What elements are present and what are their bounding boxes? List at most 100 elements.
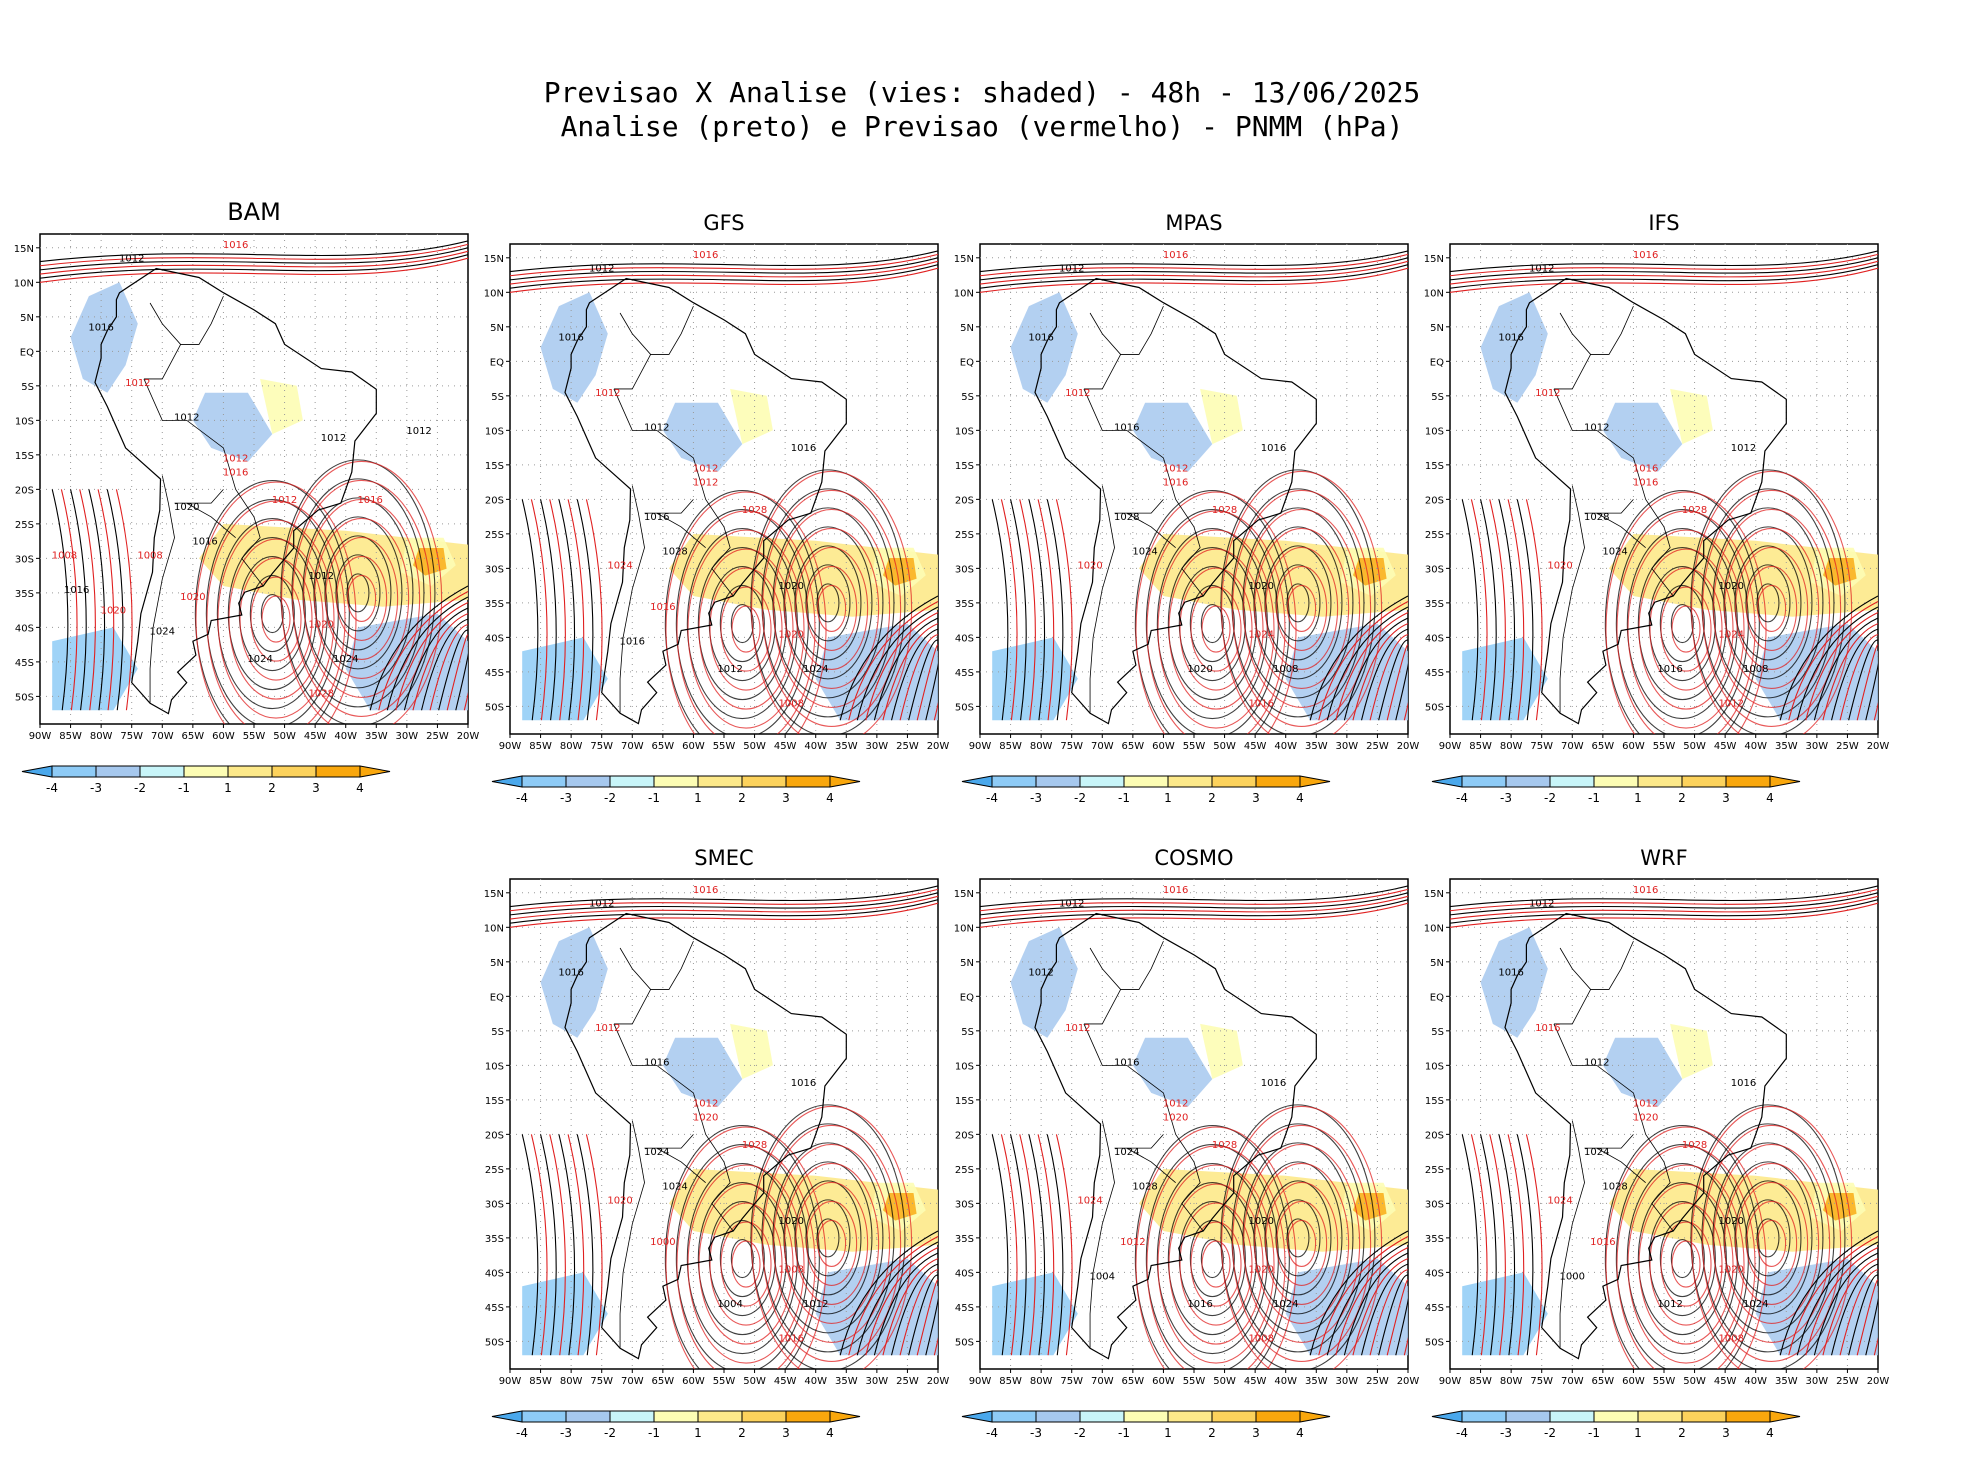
lat-label: 45S (15, 658, 34, 669)
isobar-label: 1016 (223, 468, 248, 479)
axis-labels: 15N 10N 5N EQ 5S 10S 15S 20S 25S 30S 35S 40S 45S 50S 9… (954, 254, 1420, 752)
isobar-label: 1020 (1249, 1216, 1274, 1227)
coastline (564, 277, 847, 725)
lat-label: EQ (490, 357, 504, 368)
isobar-label: 1012 (595, 1023, 620, 1034)
lon-label: 75W (1530, 1376, 1553, 1387)
lat-label: 45S (485, 668, 504, 679)
isobar-label: 1016 (1114, 1057, 1139, 1068)
lat-label: 35S (955, 599, 974, 610)
lat-label: 45S (955, 668, 974, 679)
lon-label: 35W (835, 1376, 858, 1387)
lat-label: 25S (15, 520, 34, 531)
lon-label: 80W (560, 741, 583, 752)
lon-label: 85W (529, 1376, 552, 1387)
colorbar-label: 4 (826, 791, 834, 805)
colorbar-label: 2 (738, 1426, 746, 1440)
lon-label: 70W (151, 731, 174, 742)
lat-label: EQ (1430, 992, 1444, 1003)
panel-title: GFS (703, 211, 744, 235)
isobar-label: 1028 (1212, 505, 1237, 516)
lat-label: 50S (955, 702, 974, 713)
lat-label: 30S (955, 564, 974, 575)
panel-smec: SMEC 1012 1016 1016 1012 1016 1012 1016 1020 1024… (470, 835, 950, 1475)
colorbar-label: -3 (1500, 791, 1512, 805)
lon-label: 20W (457, 731, 480, 742)
lon-label: 40W (1744, 1376, 1767, 1387)
lat-label: 50S (485, 1337, 504, 1348)
lon-label: 25W (896, 741, 919, 752)
lat-label: 50S (15, 692, 34, 703)
isobar-label: 1024 (803, 664, 828, 675)
isobar-label: 1024 (1249, 629, 1274, 640)
colorbar-label: 2 (1208, 1426, 1216, 1440)
colorbar-label: 4 (826, 1426, 834, 1440)
lat-label: 5N (1430, 323, 1444, 334)
isobar-label: 1024 (1114, 1147, 1139, 1158)
lat-label: 10S (485, 1061, 504, 1072)
isobar-labels: 1012 1016 1016 1012 1016 1012 1016 1020 1024 1028… (558, 885, 828, 1345)
colorbar-label: -2 (604, 791, 616, 805)
lon-label: 70W (1091, 1376, 1114, 1387)
colorbar-label: 1 (1164, 1426, 1172, 1440)
lon-label: 25W (896, 1376, 919, 1387)
colorbar-label: 2 (1678, 791, 1686, 805)
lat-label: 15N (1424, 254, 1444, 265)
lat-label: 45S (955, 1303, 974, 1314)
lon-label: 20W (1867, 741, 1890, 752)
colorbar-label: -4 (1456, 791, 1468, 805)
lat-label: 10N (954, 288, 974, 299)
lat-label: 15S (485, 461, 504, 472)
isobar-label: 1028 (1682, 505, 1707, 516)
isobar-label: 1024 (1132, 547, 1157, 558)
colorbar-label: 4 (1296, 791, 1304, 805)
isobar-label: 1024 (1547, 1195, 1572, 1206)
lon-label: 60W (1622, 741, 1645, 752)
lon-label: 90W (969, 741, 992, 752)
colorbar-label: -1 (178, 781, 190, 795)
lat-label: 30S (1425, 564, 1444, 575)
isobar-label: 1016 (1498, 333, 1523, 344)
isobar-labels: 1012 1016 1012 1012 1016 1012 1016 1020 1024 1028… (1028, 885, 1298, 1345)
lon-label: 50W (273, 731, 296, 742)
lon-label: 50W (1683, 741, 1706, 752)
lon-label: 45W (774, 741, 797, 752)
isobar-label: 1012 (1529, 899, 1554, 910)
lat-label: 45S (1425, 1303, 1444, 1314)
isobar-label: 1020 (1249, 581, 1274, 592)
lon-label: 75W (590, 741, 613, 752)
colorbar: -4 -3 -2 -1 1 2 3 4 (1431, 775, 1801, 805)
colorbar-label: -4 (46, 781, 58, 795)
colorbar-label: 3 (782, 791, 790, 805)
colorbar-label: -3 (1030, 1426, 1042, 1440)
isobar-label: 1012 (693, 478, 718, 489)
lon-label: 25W (1836, 1376, 1859, 1387)
colorbar-label: -4 (986, 791, 998, 805)
lon-label: 75W (1060, 1376, 1083, 1387)
colorbar-label: -2 (1074, 1426, 1086, 1440)
lat-label: 20S (955, 495, 974, 506)
isobar-label: 1000 (1560, 1271, 1585, 1282)
lon-label: 20W (927, 1376, 950, 1387)
isobar-label: 1012 (595, 388, 620, 399)
lon-label: 20W (1397, 741, 1420, 752)
colorbar-label: -2 (1544, 791, 1556, 805)
isobars (510, 885, 938, 1369)
lon-label: 30W (1806, 741, 1829, 752)
isobar-label: 1016 (693, 885, 718, 896)
coastline (1034, 277, 1317, 725)
isobar-label: 1024 (1077, 1195, 1102, 1206)
lat-label: 15S (955, 461, 974, 472)
lon-label: 25W (1366, 1376, 1389, 1387)
lon-label: 90W (1439, 741, 1462, 752)
panel-ifs: IFS 1012 1016 1016 1012 1012 1016 1012 1016 1028 1… (1410, 200, 1890, 840)
isobar-label: 1024 (1273, 1299, 1298, 1310)
isobar-label: 1016 (558, 333, 583, 344)
isobar-label: 1028 (1132, 1182, 1157, 1193)
isobar-labels: 1012 1016 1016 1012 1012 1012 1016 1012 1016 1028… (558, 250, 828, 710)
isobar-label: 1016 (1163, 250, 1188, 261)
isobar-label: 1016 (1657, 664, 1682, 675)
lon-label: 45W (1714, 741, 1737, 752)
lat-label: 40S (955, 1268, 974, 1279)
isobar-label: 1008 (52, 550, 77, 561)
